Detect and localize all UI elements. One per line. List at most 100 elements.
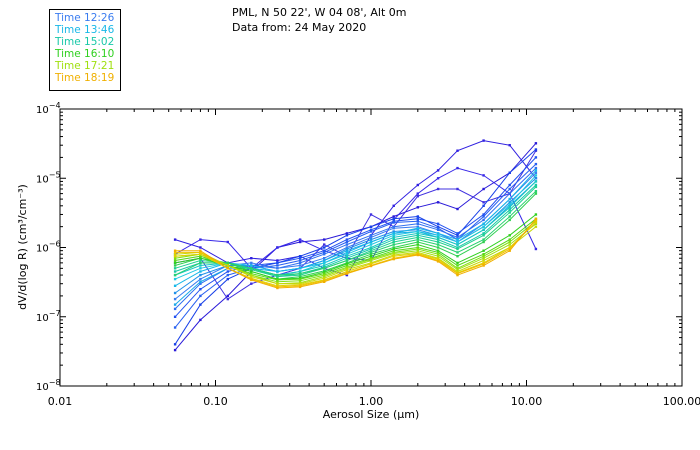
y-tick-label: 10−4 <box>36 101 61 116</box>
data-point <box>369 225 373 228</box>
data-point <box>456 240 459 244</box>
data-point <box>508 206 511 209</box>
data-point <box>436 251 440 254</box>
data-point <box>534 174 538 177</box>
data-point <box>416 195 419 198</box>
data-point <box>369 255 373 258</box>
data-point <box>298 277 302 281</box>
data-point <box>436 227 440 230</box>
data-point <box>345 273 349 277</box>
data-point <box>323 267 326 270</box>
data-point <box>323 249 326 252</box>
data-point <box>392 234 395 237</box>
data-point <box>456 251 459 254</box>
data-point <box>482 255 485 258</box>
data-point <box>416 222 419 225</box>
data-point <box>298 267 302 270</box>
data-point <box>298 270 302 273</box>
data-point <box>534 162 538 166</box>
data-point <box>323 243 326 246</box>
data-point <box>436 234 440 237</box>
data-point <box>173 315 177 318</box>
data-point <box>369 253 373 256</box>
x-axis: 0.01 0.10 1.00 10.00 100.00 <box>48 109 700 408</box>
data-point <box>250 257 253 260</box>
data-point <box>250 261 253 265</box>
data-point <box>482 222 485 225</box>
data-point <box>323 259 326 262</box>
data-point <box>508 218 511 222</box>
data-point <box>199 259 202 262</box>
data-point <box>199 303 202 306</box>
data-point <box>199 294 202 298</box>
data-point <box>456 234 459 237</box>
x-tick-label: 1.00 <box>359 395 384 408</box>
data-point <box>199 257 202 260</box>
data-point <box>298 238 302 241</box>
data-point <box>345 257 349 260</box>
data-point <box>345 259 349 262</box>
data-point <box>508 204 511 207</box>
data-point <box>508 171 511 174</box>
data-point <box>369 213 373 216</box>
data-point <box>508 211 511 214</box>
data-point <box>508 240 511 244</box>
data-point <box>534 185 538 189</box>
legend-entry: Time 17:21 <box>55 60 115 72</box>
data-point <box>392 236 395 239</box>
data-point <box>508 197 511 201</box>
data-point <box>416 183 419 187</box>
data-point <box>250 272 253 275</box>
data-point <box>456 243 459 246</box>
data-point <box>534 166 538 170</box>
data-point <box>173 284 177 287</box>
data-point <box>456 236 459 239</box>
data-point <box>508 208 511 211</box>
data-point <box>508 246 511 249</box>
data-point <box>199 270 202 273</box>
location-title: PML, N 50 22', W 04 08', Alt 0m <box>232 6 407 19</box>
data-point <box>323 257 326 260</box>
data-point <box>436 246 440 249</box>
data-point <box>392 243 395 246</box>
data-point <box>298 257 302 260</box>
data-point <box>456 272 459 275</box>
data-point <box>456 247 459 251</box>
data-point <box>199 261 202 265</box>
data-point <box>345 270 349 273</box>
data-point <box>456 268 459 271</box>
x-axis-label: Aerosol Size (μm) <box>323 408 420 421</box>
data-point <box>323 275 326 278</box>
data-point <box>392 221 395 224</box>
data-point <box>508 144 511 147</box>
data-point <box>298 255 302 258</box>
data-point <box>276 280 279 283</box>
data-point <box>508 238 511 241</box>
data-point <box>250 264 253 267</box>
data-point <box>173 259 177 262</box>
y-tick-label: 10−6 <box>36 240 61 255</box>
data-point <box>534 169 538 172</box>
data-point <box>482 249 485 252</box>
data-point <box>298 272 302 275</box>
data-point <box>276 270 279 273</box>
data-point <box>482 234 485 237</box>
data-point <box>482 215 485 218</box>
data-point <box>416 230 419 233</box>
series-s12 <box>173 169 538 287</box>
y-tick-label: 10−8 <box>36 378 61 393</box>
data-point <box>416 215 419 218</box>
data-point <box>534 148 538 151</box>
data-point <box>323 261 326 265</box>
data-point <box>199 264 202 267</box>
data-point <box>250 275 253 278</box>
data-point <box>298 264 302 267</box>
data-point <box>392 238 395 241</box>
data-point <box>199 255 202 258</box>
data-point <box>416 247 419 251</box>
data-point <box>173 261 177 265</box>
data-point <box>456 207 459 211</box>
data-point <box>482 213 485 216</box>
data-point <box>508 201 511 204</box>
series-line <box>174 142 537 351</box>
